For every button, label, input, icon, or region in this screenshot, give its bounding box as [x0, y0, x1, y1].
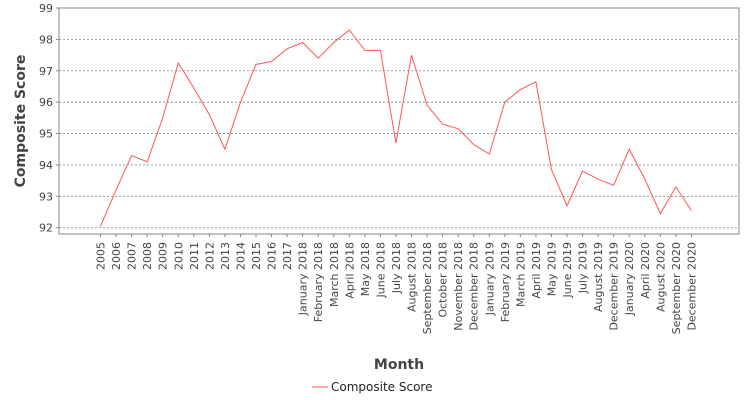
x-tick-label-34: January 2020 — [623, 242, 636, 316]
data-point-25 — [488, 152, 491, 155]
legend-label-composite-score: Composite Score — [331, 380, 432, 394]
y-tick-label-0: 92 — [39, 222, 53, 235]
x-tick-label-1: 2006 — [110, 242, 123, 270]
data-point-4 — [161, 116, 164, 119]
legend: Composite Score — [312, 380, 432, 394]
x-tick-label-0: 2005 — [95, 242, 108, 270]
data-point-34 — [628, 148, 631, 151]
data-point-32 — [597, 178, 600, 181]
data-point-1 — [115, 189, 118, 192]
data-point-28 — [534, 80, 537, 83]
x-tick-label-35: April 2020 — [639, 242, 652, 299]
x-tick-label-10: 2015 — [250, 242, 263, 270]
data-point-22 — [441, 123, 444, 126]
data-point-12 — [286, 47, 289, 50]
x-tick-label-8: 2013 — [219, 242, 232, 270]
x-tick-label-4: 2009 — [157, 242, 170, 270]
x-tick-label-33: December 2019 — [608, 242, 621, 331]
x-axis-title: Month — [374, 357, 424, 373]
data-point-19 — [394, 141, 397, 144]
data-point-5 — [177, 61, 180, 64]
data-point-14 — [317, 57, 320, 60]
y-tick-label-2: 94 — [39, 159, 53, 172]
data-point-33 — [612, 184, 615, 187]
y-tick-label-3: 95 — [39, 128, 53, 141]
plot-area — [58, 7, 740, 235]
x-tick-label-27: March 2019 — [514, 242, 527, 307]
x-tick-label-21: September 2018 — [421, 242, 434, 334]
data-point-23 — [457, 127, 460, 130]
grid-lines — [59, 7, 739, 229]
data-point-35 — [643, 178, 646, 181]
data-point-11 — [270, 60, 273, 63]
x-tick-label-29: May 2019 — [545, 242, 558, 296]
x-tick-label-2: 2007 — [126, 242, 139, 270]
x-tick-label-26: February 2019 — [499, 242, 512, 322]
data-point-31 — [581, 170, 584, 173]
data-point-30 — [566, 204, 569, 207]
data-point-8 — [223, 148, 226, 151]
x-tick-label-37: September 2020 — [670, 242, 683, 334]
data-point-20 — [410, 54, 413, 57]
data-point-2 — [130, 154, 133, 157]
data-point-10 — [255, 63, 258, 66]
y-tick-label-1: 93 — [39, 190, 53, 203]
data-point-16 — [348, 28, 351, 31]
x-tick-label-13: January 2018 — [297, 242, 310, 316]
x-tick-label-11: 2016 — [266, 242, 279, 270]
x-tick-label-25: January 2019 — [483, 242, 496, 316]
x-tick-label-19: July 2018 — [390, 242, 403, 294]
data-point-21 — [426, 104, 429, 107]
x-tick-label-15: March 2018 — [328, 242, 341, 307]
data-point-27 — [519, 88, 522, 91]
series-line-0 — [100, 29, 692, 227]
x-tick-label-6: 2011 — [188, 242, 201, 270]
x-tick-label-38: December 2020 — [685, 242, 698, 331]
data-point-6 — [192, 87, 195, 90]
data-point-29 — [550, 168, 553, 171]
x-tick-label-23: November 2018 — [452, 242, 465, 331]
data-point-17 — [363, 49, 366, 52]
y-axis-ticks: 92 93 94 95 96 97 98 99 — [39, 2, 59, 235]
data-point-7 — [208, 113, 211, 116]
data-point-26 — [503, 101, 506, 104]
data-point-38 — [690, 209, 693, 212]
y-axis-title: Composite Score — [13, 55, 29, 188]
y-tick-label-6: 98 — [39, 33, 53, 46]
x-tick-label-14: February 2018 — [312, 242, 325, 322]
data-point-9 — [239, 101, 242, 104]
data-point-13 — [301, 41, 304, 44]
x-tick-label-16: April 2018 — [343, 242, 356, 299]
x-tick-label-9: 2014 — [234, 242, 247, 270]
data-point-15 — [332, 41, 335, 44]
y-tick-label-7: 99 — [39, 2, 53, 15]
x-tick-label-18: June 2018 — [374, 242, 387, 298]
x-tick-label-28: April 2019 — [530, 242, 543, 299]
data-point-18 — [379, 49, 382, 52]
data-point-0 — [99, 225, 102, 228]
x-tick-label-3: 2008 — [141, 242, 154, 270]
x-tick-label-36: August 2020 — [654, 242, 667, 312]
x-tick-label-17: May 2018 — [359, 242, 372, 296]
x-tick-label-22: October 2018 — [437, 242, 450, 318]
x-tick-label-12: 2017 — [281, 242, 294, 270]
data-point-36 — [659, 212, 662, 215]
data-point-3 — [146, 160, 149, 163]
x-axis-ticks: 2005 2006 2007 2008 2009 2010 2011 2012 2013 2014… — [95, 234, 698, 334]
x-tick-label-24: December 2018 — [468, 242, 481, 331]
y-tick-label-5: 97 — [39, 65, 53, 78]
x-tick-label-20: August 2018 — [406, 242, 419, 312]
x-tick-label-5: 2010 — [172, 242, 185, 270]
x-tick-label-30: June 2019 — [561, 242, 574, 298]
x-tick-label-32: August 2019 — [592, 242, 605, 312]
data-point-24 — [472, 143, 475, 146]
x-tick-label-7: 2012 — [203, 242, 216, 270]
series-layer — [99, 28, 693, 228]
y-tick-label-4: 96 — [39, 96, 53, 109]
x-tick-label-31: July 2019 — [577, 242, 590, 294]
data-point-37 — [674, 185, 677, 188]
